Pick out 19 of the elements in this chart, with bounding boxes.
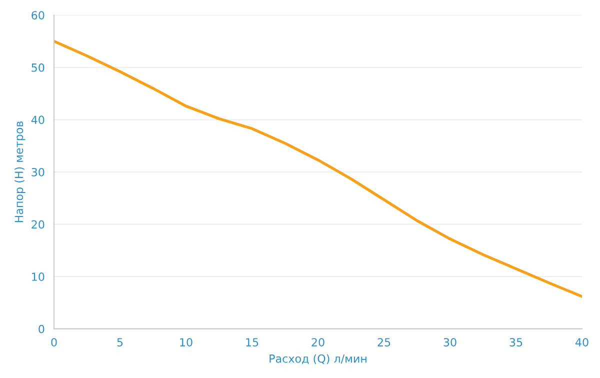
- y-tick-label: 10: [32, 272, 44, 281]
- x-tick-label: 25: [378, 338, 390, 346]
- x-tick-label: 40: [575, 338, 588, 346]
- line-series: [54, 40, 582, 298]
- x-axis-title: Расход (Q) л/мин: [270, 354, 366, 364]
- x-tick-label: 20: [312, 338, 324, 346]
- x-tick-label: 15: [246, 338, 258, 346]
- x-tick-label: 30: [444, 338, 456, 346]
- y-axis-title: Напор (H) метров: [14, 121, 26, 222]
- x-tick-label: 0: [51, 338, 57, 346]
- y-tick-label: 50: [32, 63, 44, 72]
- y-tick-label: 0: [38, 324, 44, 334]
- y-tick-label: 20: [32, 220, 44, 229]
- x-tick-label: 5: [117, 338, 123, 346]
- y-tick-label: 60: [32, 11, 44, 20]
- y-tick-label: 40: [31, 116, 44, 124]
- y-tick-label: 30: [32, 168, 44, 176]
- x-tick-label: 35: [510, 338, 522, 346]
- x-tick-label: 10: [180, 338, 192, 346]
